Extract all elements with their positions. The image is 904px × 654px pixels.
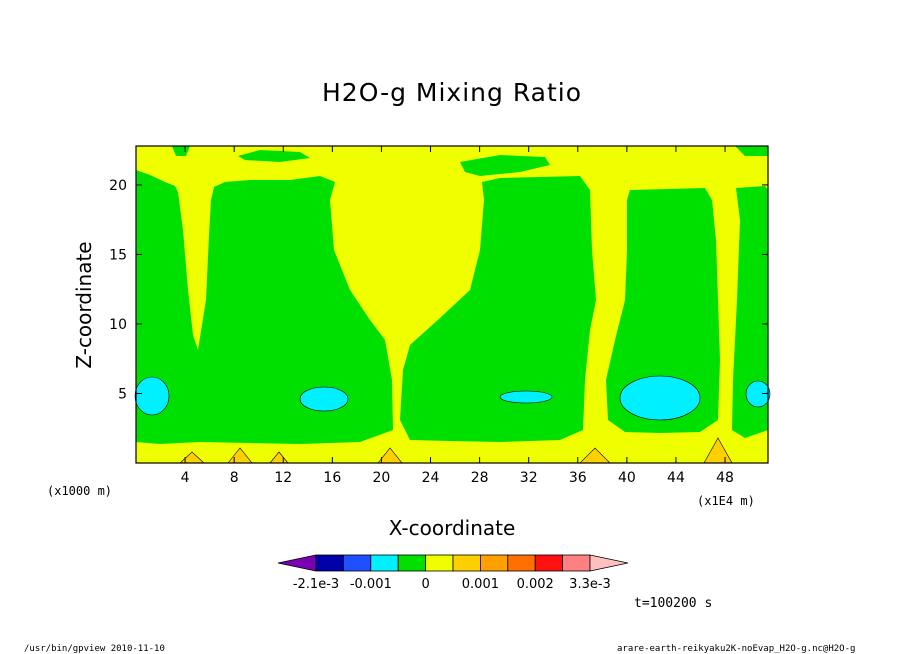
x-tick-label: 12 <box>274 470 292 486</box>
colorbar-swatch <box>342 554 372 572</box>
x-tick-label: 36 <box>569 470 587 486</box>
x-unit-left: (x1000 m) <box>47 484 113 498</box>
y-tick-label: 15 <box>109 247 127 263</box>
colorbar-swatch <box>452 554 481 572</box>
x-unit-right: (x1E4 m) <box>697 494 755 508</box>
chart-title: H2O-g Mixing Ratio <box>321 78 583 107</box>
y-axis-label: Z-coordinate <box>72 241 96 369</box>
cyan-blob-4 <box>619 375 701 421</box>
time-label: t=100200 s <box>634 596 713 611</box>
colorbar-swatch <box>315 554 344 572</box>
x-tick-label: 20 <box>373 470 391 486</box>
colorbar-swatch <box>534 554 564 572</box>
x-tick-label: 8 <box>230 470 239 486</box>
y-tick-label: 20 <box>109 178 127 194</box>
x-tick-label: 24 <box>422 470 440 486</box>
footer-left: /usr/bin/gpview 2010-11-10 <box>24 644 165 654</box>
colorbar-label: -0.001 <box>350 577 392 592</box>
colorbar-under <box>277 554 317 572</box>
colorbar-swatch <box>397 554 427 572</box>
cyan-blob-2 <box>299 386 349 412</box>
x-tick-label: 32 <box>520 470 538 486</box>
colorbar-over <box>589 554 629 572</box>
colorbar-label: 0 <box>421 577 429 592</box>
green-region-top-right <box>735 146 768 156</box>
plot-area <box>134 145 771 464</box>
colorbar-label: 3.3e-3 <box>569 577 611 592</box>
colorbar-swatch <box>507 554 536 572</box>
green-region-top-center <box>460 155 550 176</box>
colorbar-label: -2.1e-3 <box>293 577 339 592</box>
colorbar-label: 0.001 <box>462 577 499 592</box>
colorbar-swatch <box>370 554 399 572</box>
x-tick-label: 44 <box>667 470 685 486</box>
x-tick-label: 16 <box>323 470 341 486</box>
plot-frame <box>135 145 769 464</box>
green-region-right <box>606 188 720 433</box>
colorbar-label: 0.002 <box>517 577 554 592</box>
colorbar-swatch <box>562 554 591 572</box>
x-axis-label: X-coordinate <box>388 516 516 540</box>
green-region-left <box>136 170 393 444</box>
colorbar-swatch <box>425 554 454 572</box>
x-tick-label: 48 <box>716 470 734 486</box>
y-tick-label: 5 <box>118 386 127 402</box>
cyan-blob-3 <box>499 390 553 404</box>
colorbar: -2.1e-3 -0.001 0 0.001 0.002 3.3e-3 <box>277 554 629 592</box>
x-tick-label: 28 <box>471 470 489 486</box>
green-region-top-mid <box>238 150 310 162</box>
x-tick-label: 40 <box>618 470 636 486</box>
green-region-far-right <box>732 186 768 438</box>
y-tick-label: 10 <box>109 317 127 333</box>
green-region-center <box>400 176 596 442</box>
cyan-blob-5 <box>745 380 771 408</box>
x-tick-label: 4 <box>181 470 190 486</box>
footer-right: arare-earth-reikyaku2K-noEvap_H2O-g.nc@H… <box>617 644 856 654</box>
colorbar-swatch <box>479 554 509 572</box>
cyan-blob-1 <box>134 376 170 416</box>
